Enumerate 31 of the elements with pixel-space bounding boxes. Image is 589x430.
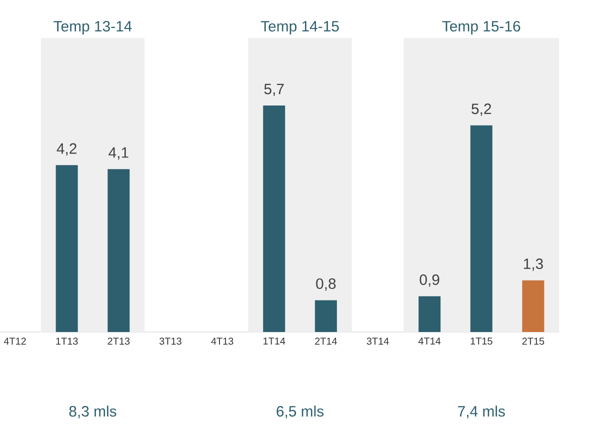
data-label: 5,2 [472, 104, 492, 116]
x-tick-label: 2T14 [315, 338, 337, 345]
band-label: Temp 13-14 [54, 20, 132, 34]
x-tick-label: 1T15 [470, 338, 492, 345]
x-tick-label: 3T14 [366, 338, 389, 345]
bar [418, 296, 441, 332]
bar [56, 165, 78, 332]
data-label: 0,8 [316, 278, 336, 291]
bar [108, 169, 130, 332]
bar [470, 125, 492, 332]
x-tick-label: 1T13 [56, 338, 78, 345]
data-label: 1,3 [524, 258, 543, 271]
data-label: 4,2 [56, 143, 76, 156]
data-label: 0,9 [420, 274, 440, 287]
bar [314, 300, 337, 332]
x-tick-label: 2T13 [108, 338, 130, 345]
x-tick-label: 2T15 [522, 338, 544, 345]
data-label: 5,7 [264, 84, 284, 96]
x-tick-label: 4T13 [211, 338, 234, 345]
text: 7,4 mls [458, 406, 505, 418]
text: 8,3 mls [69, 406, 116, 418]
bar [263, 106, 286, 332]
x-tick-label: 4T12 [4, 338, 26, 345]
data-label: 4,1 [108, 147, 128, 160]
band-label: Temp 15-16 [442, 20, 520, 34]
text: 6,5 mls [276, 406, 324, 418]
x-tick-label: 4T14 [418, 338, 441, 344]
band-label: Temp 14-15 [260, 21, 339, 34]
bar [522, 280, 544, 332]
x-tick-label: 3T13 [159, 338, 182, 345]
x-tick-label: 1T14 [264, 338, 286, 344]
